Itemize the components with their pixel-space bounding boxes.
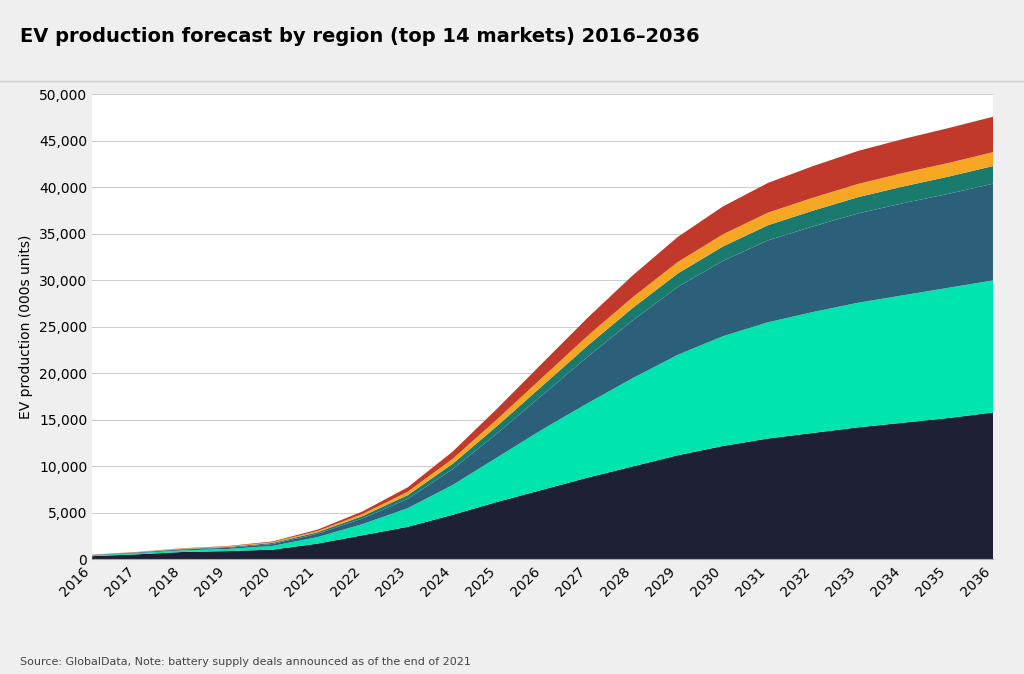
Text: Source: GlobalData, Note: battery supply deals announced as of the end of 2021: Source: GlobalData, Note: battery supply…	[20, 657, 471, 667]
Y-axis label: EV production (000s units): EV production (000s units)	[19, 235, 34, 419]
Text: EV production forecast by region (top 14 markets) 2016–2036: EV production forecast by region (top 14…	[20, 27, 700, 46]
